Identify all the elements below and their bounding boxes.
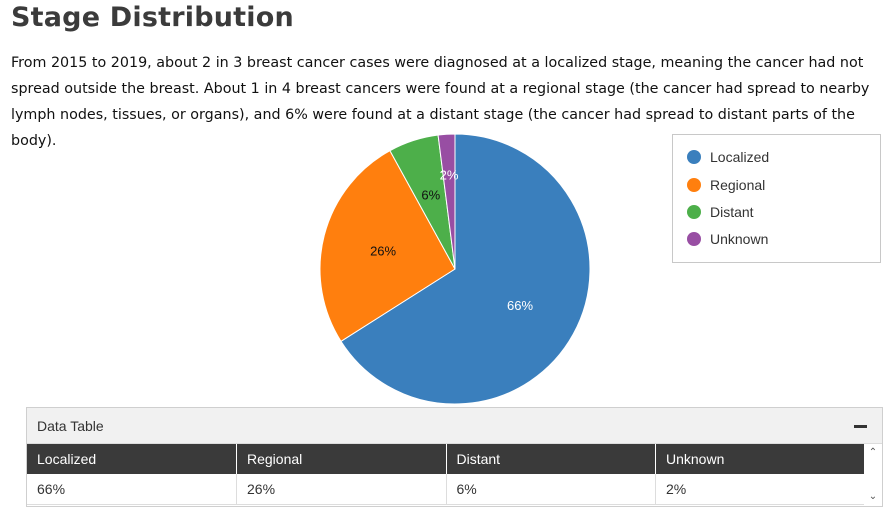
table-cell: 66%: [27, 474, 237, 505]
data-table-panel: Data Table Localized Regional Distant Un…: [26, 407, 883, 507]
intro-paragraph: From 2015 to 2019, about 2 in 3 breast c…: [11, 55, 870, 149]
chart-legend: Localized Regional Distant Unknown: [672, 134, 881, 263]
pie-chart: 66% 26% 6%2%: [319, 133, 591, 405]
column-header: Localized: [27, 444, 237, 474]
legend-item-distant[interactable]: Distant: [687, 203, 754, 221]
table-row: 66% 26% 6% 2%: [27, 474, 865, 505]
legend-swatch-unknown: [687, 232, 701, 246]
column-header: Distant: [446, 444, 656, 474]
table-cell: 26%: [236, 474, 447, 505]
legend-label-distant: Distant: [710, 204, 754, 220]
pie-label-localized: 66%: [507, 298, 533, 313]
page-title: Stage Distribution: [11, 2, 294, 33]
column-header: Regional: [236, 444, 447, 474]
data-table: Localized Regional Distant Unknown 66% 2…: [27, 444, 865, 505]
pie-slice-localized[interactable]: [340, 133, 591, 405]
legend-label-localized: Localized: [710, 149, 770, 165]
table-cell: 6%: [446, 474, 656, 505]
pie-label-regional: 26%: [370, 244, 396, 259]
table-cell: 2%: [655, 474, 865, 505]
legend-item-unknown[interactable]: Unknown: [687, 230, 768, 248]
pie-label-distant: 6%: [421, 188, 440, 203]
legend-label-regional: Regional: [710, 177, 766, 193]
data-table-title: Data Table: [37, 418, 104, 434]
legend-label-unknown: Unknown: [710, 231, 769, 247]
table-scrollbar[interactable]: ⌃ ⌄: [864, 444, 882, 506]
legend-swatch-localized: [687, 150, 701, 164]
data-table-header: Data Table: [27, 408, 882, 444]
pie-slice-unknown[interactable]: [437, 133, 456, 270]
legend-swatch-regional: [687, 178, 701, 192]
pie-label-unknown: 2%: [440, 168, 459, 183]
collapse-button[interactable]: [854, 418, 868, 432]
table-header-row: Localized Regional Distant Unknown: [27, 444, 865, 474]
scroll-down-icon[interactable]: ⌄: [868, 491, 878, 502]
pie-slice-regional[interactable]: [319, 150, 456, 343]
legend-item-regional[interactable]: Regional: [687, 176, 765, 194]
legend-item-localized[interactable]: Localized: [687, 148, 769, 166]
column-header: Unknown: [655, 444, 865, 474]
legend-swatch-distant: [687, 205, 701, 219]
scroll-up-icon[interactable]: ⌃: [868, 447, 878, 458]
